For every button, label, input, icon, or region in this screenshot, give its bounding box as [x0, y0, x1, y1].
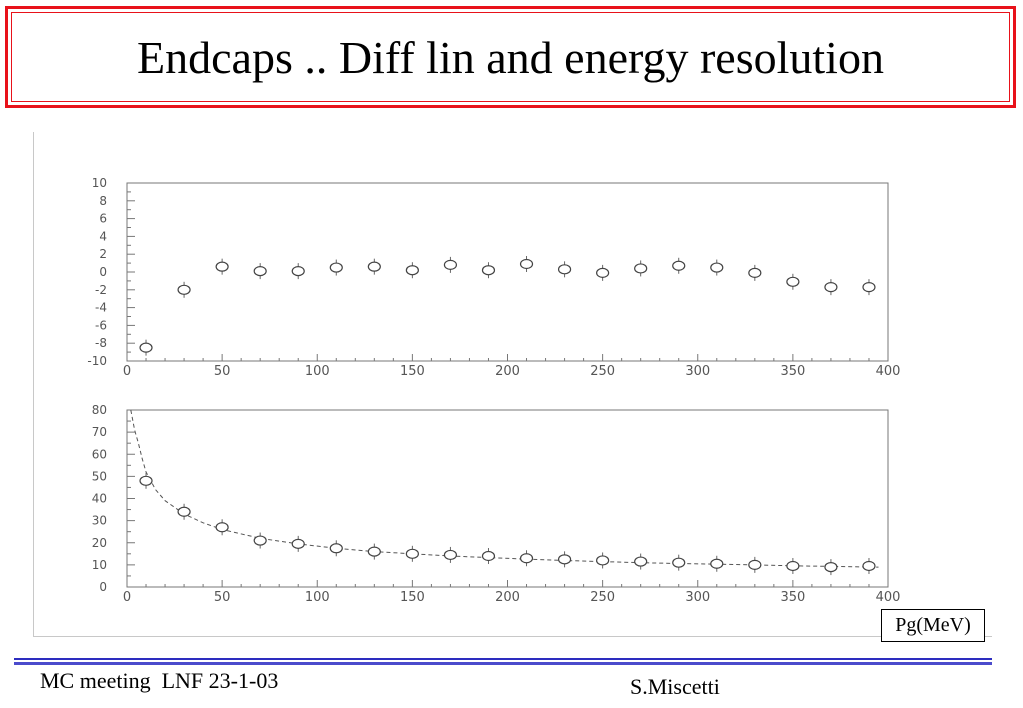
chart-1-data-point — [139, 342, 153, 353]
chart-1-ytick-label: -2 — [95, 283, 107, 297]
chart-1-ytick-label: 2 — [99, 247, 107, 261]
chart-2-data-point — [786, 560, 800, 572]
chart-1-ytick-label: 10 — [92, 176, 107, 190]
chart-1-data-point — [634, 263, 648, 274]
chart-1-xtick-label: 400 — [876, 364, 901, 379]
chart-2-ytick-label: 30 — [92, 514, 107, 528]
chart-1-ytick-label: -6 — [95, 318, 107, 332]
chart-2-ytick-label: 40 — [92, 492, 107, 506]
chart-2-data-point — [596, 555, 610, 566]
footer-rule-top — [14, 658, 992, 660]
chart-2-data-point — [824, 561, 838, 573]
chart-2-xtick-label: 50 — [214, 590, 231, 605]
chart-2-data-point — [405, 548, 419, 559]
chart-1-ytick-label: 6 — [99, 212, 107, 226]
chart-2-fit-curve — [130, 409, 879, 568]
chart-1-data-point — [748, 267, 762, 278]
chart-1-data-point — [291, 266, 305, 277]
footer-author: S.Miscetti — [630, 674, 720, 699]
chart-1-frame — [126, 182, 889, 362]
chart-2-frame — [126, 409, 889, 588]
chart-1-data-point — [481, 265, 496, 276]
chart-2-xtick-label: 100 — [305, 590, 330, 605]
chart-2-data-point — [253, 535, 267, 546]
chart-2-data-point — [862, 560, 876, 572]
chart-2-data-point — [519, 553, 534, 564]
chart-2-data-point — [329, 543, 343, 554]
chart-1-xtick-label: 50 — [214, 364, 231, 379]
chart-2-data-point — [748, 559, 762, 570]
plot-panel — [33, 132, 992, 637]
chart-2-data-point — [139, 475, 153, 486]
chart-1-data-point — [253, 266, 267, 277]
chart-1-data-point — [367, 261, 381, 272]
chart-2-ytick-label: 50 — [92, 469, 107, 483]
chart-1-data-point — [710, 262, 724, 273]
chart-1-data-point — [862, 282, 876, 293]
chart-2-data-point — [443, 549, 458, 561]
chart-1-data-point — [329, 262, 343, 273]
chart-2-ytick-label: 80 — [92, 403, 107, 417]
slide-title: Endcaps .. Diff lin and energy resolutio… — [137, 31, 884, 83]
chart-1-data-point — [824, 282, 838, 293]
chart-2-xtick-label: 250 — [590, 590, 615, 605]
chart-2-data-point — [710, 558, 724, 569]
chart-2-ytick-label: 60 — [92, 447, 107, 461]
chart-2-data-point — [634, 556, 648, 567]
chart-1-xtick-label: 250 — [590, 364, 615, 379]
chart-2-data-point — [481, 550, 496, 562]
footer-rule-bottom — [14, 662, 992, 665]
chart-1-xtick-label: 200 — [495, 364, 520, 379]
title-inner-frame: Endcaps .. Diff lin and energy resolutio… — [11, 12, 1010, 102]
chart-1-xtick-label: 150 — [400, 364, 425, 379]
chart-1-ytick-label: 8 — [99, 194, 107, 208]
chart-1-ytick-label: 0 — [99, 265, 107, 279]
chart-1-ytick-label: -8 — [95, 336, 107, 350]
chart-2-data-point — [291, 538, 305, 549]
chart-2-data-point — [215, 522, 229, 533]
chart-2-data-point — [177, 506, 191, 517]
chart-1-ytick-label: -4 — [95, 301, 107, 315]
chart-1-data-point — [215, 261, 229, 272]
chart-1-xtick-label: 350 — [780, 364, 805, 379]
chart-2-ytick-label: 0 — [99, 580, 107, 594]
chart-1-data-point — [596, 267, 610, 278]
x-unit-label: Pg(MeV) — [881, 609, 985, 642]
chart-2-data-point — [672, 557, 686, 568]
title-frame: Endcaps .. Diff lin and energy resolutio… — [5, 6, 1016, 108]
chart-2-xtick-label: 350 — [780, 590, 805, 605]
footer-meeting: MC meeting LNF 23-1-03 — [40, 668, 279, 693]
chart-1-data-point — [519, 258, 534, 270]
chart-1-xtick-label: 0 — [123, 364, 131, 379]
chart-2-xtick-label: 150 — [400, 590, 425, 605]
chart-2-ytick-label: 70 — [92, 425, 107, 439]
chart-1-data-point — [672, 260, 686, 271]
chart-2-ytick-label: 20 — [92, 536, 107, 550]
chart-1-xtick-label: 100 — [305, 364, 330, 379]
chart-1-xtick-label: 300 — [685, 364, 710, 379]
chart-2-data-point — [367, 546, 381, 557]
chart-2-xtick-label: 400 — [876, 590, 901, 605]
chart-1-data-point — [786, 276, 800, 287]
chart-1-data-point — [405, 265, 419, 276]
chart-1-ytick-label: -10 — [87, 354, 107, 368]
x-unit-label-text: Pg(MeV) — [895, 614, 971, 636]
chart-1-data-point — [443, 259, 458, 270]
chart-2-xtick-label: 300 — [685, 590, 710, 605]
chart-2-xtick-label: 200 — [495, 590, 520, 605]
chart-2-data-point — [557, 554, 572, 565]
chart-2-ytick-label: 10 — [92, 558, 107, 572]
chart-1-ytick-label: 4 — [99, 229, 107, 243]
chart-1-data-point — [557, 264, 572, 275]
chart-2-xtick-label: 0 — [123, 590, 131, 605]
chart-1-data-point — [177, 284, 191, 295]
